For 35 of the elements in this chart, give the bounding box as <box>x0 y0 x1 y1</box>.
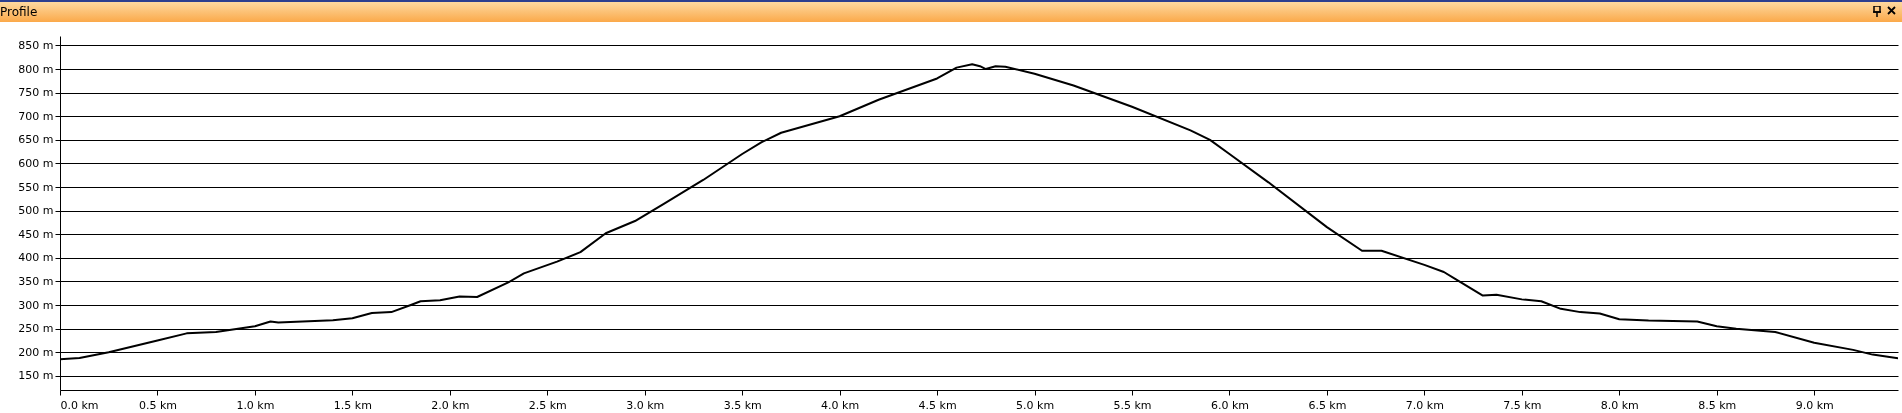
x-tick-label: 7.0 km <box>1405 398 1444 412</box>
x-tick-label: 3.5 km <box>723 398 762 412</box>
y-tick-label: 600 m <box>18 156 54 170</box>
y-tick-label: 700 m <box>18 109 54 123</box>
x-tick-label: 3.0 km <box>626 398 665 412</box>
x-tick-label: 7.5 km <box>1503 398 1542 412</box>
x-tick-label: 4.0 km <box>821 398 860 412</box>
x-tick-label: 0.0 km <box>60 398 99 412</box>
y-tick-label: 550 m <box>18 180 54 194</box>
y-tick-label: 250 m <box>18 322 54 336</box>
y-tick-label: 500 m <box>18 204 54 218</box>
chart-title: Profile <box>0 5 38 19</box>
x-tick-label: 1.5 km <box>333 398 372 412</box>
y-tick-label: 400 m <box>18 251 54 265</box>
x-tick-label: 9.0 km <box>1795 398 1834 412</box>
x-tick-label: 1.0 km <box>236 398 275 412</box>
x-tick-label: 5.0 km <box>1016 398 1055 412</box>
x-tick-label: 4.5 km <box>918 398 957 412</box>
x-tick-label: 8.5 km <box>1698 398 1737 412</box>
y-tick-label: 150 m <box>18 369 54 383</box>
y-tick-label: 350 m <box>18 274 54 288</box>
y-tick-label: 300 m <box>18 298 54 312</box>
x-tick-label: 8.0 km <box>1600 398 1639 412</box>
y-tick-label: 800 m <box>18 62 54 76</box>
y-tick-label: 650 m <box>18 133 54 147</box>
x-tick-label: 2.0 km <box>431 398 470 412</box>
x-tick-label: 2.5 km <box>528 398 567 412</box>
x-tick-label: 0.5 km <box>138 398 177 412</box>
y-tick-label: 200 m <box>18 345 54 359</box>
x-tick-label: 6.5 km <box>1308 398 1347 412</box>
x-tick-label: 5.5 km <box>1113 398 1152 412</box>
x-tick-label: 6.0 km <box>1210 398 1249 412</box>
y-tick-label: 750 m <box>18 86 54 100</box>
y-tick-label: 450 m <box>18 227 54 241</box>
y-tick-label: 850 m <box>18 38 54 52</box>
